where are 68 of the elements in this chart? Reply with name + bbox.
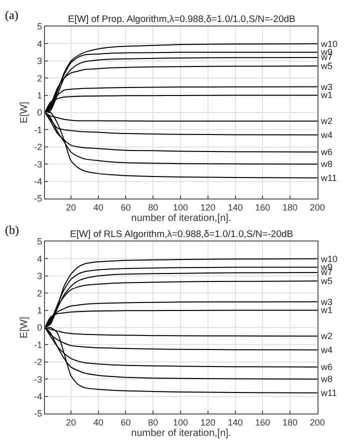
series-label: w3 (320, 82, 333, 92)
chart-title: E[W] of Prop. Algorithm,λ=0.988,δ=1.0/1.0,S/N=-20dB (68, 14, 296, 25)
series-label: w11 (320, 173, 337, 183)
series-label: w5 (320, 61, 333, 71)
series-label: w6 (320, 147, 333, 157)
series-label: w11 (320, 388, 337, 398)
y-tick-label: -3 (34, 159, 42, 170)
x-tick-label: 60 (120, 417, 131, 428)
x-tick-label: 120 (200, 202, 216, 212)
x-axis-title: number of iteration,[n]. (131, 428, 232, 439)
y-axis-title: E[W] (19, 101, 30, 124)
text: (a) (5, 8, 18, 22)
y-tick-label: -2 (34, 357, 42, 368)
series-label: w1 (320, 305, 333, 315)
y-tick-label: -1 (34, 124, 42, 135)
x-tick-label: 200 (310, 202, 325, 212)
series-label: w2 (320, 331, 333, 341)
series-label: w4 (320, 130, 333, 140)
x-tick-label: 100 (172, 202, 188, 212)
y-tick-label: -1 (34, 340, 42, 350)
y-tick-label: -4 (34, 391, 42, 402)
x-tick-label: 160 (255, 202, 270, 212)
series-label: w5 (320, 276, 333, 286)
x-tick-label: 40 (93, 417, 104, 428)
y-axis-title: E[W] (19, 316, 30, 338)
series-label: w10 (320, 39, 338, 49)
y-tick-label: -3 (34, 374, 42, 384)
x-tick-label: 180 (282, 417, 298, 428)
x-tick-label: 140 (228, 417, 243, 428)
y-tick-label: 2 (37, 288, 42, 298)
y-tick-label: -5 (34, 408, 42, 419)
y-tick-label: -4 (34, 176, 42, 186)
series-label: w6 (320, 362, 333, 372)
y-tick-label: 3 (37, 56, 42, 66)
x-tick-label: 20 (66, 417, 76, 428)
x-tick-label: 80 (148, 417, 158, 428)
series-label: w2 (320, 116, 333, 126)
y-tick-label: -2 (34, 142, 42, 152)
y-tick-label: 5 (37, 22, 42, 32)
y-tick-label: 0 (37, 322, 42, 333)
text: (b) (5, 223, 19, 237)
y-tick-label: -5 (34, 194, 42, 204)
x-tick-label: 180 (282, 202, 298, 212)
series-label: w3 (320, 297, 333, 307)
x-tick-label: 140 (228, 202, 243, 212)
x-axis-title: number of iteration,[n]. (131, 212, 232, 224)
x-tick-label: 20 (66, 202, 76, 212)
x-tick-label: 160 (255, 417, 270, 428)
series-label: w8 (320, 159, 333, 169)
y-tick-label: 4 (37, 38, 42, 49)
y-tick-label: 2 (37, 73, 42, 84)
series-label: w1 (320, 90, 333, 100)
y-tick-label: 1 (37, 305, 42, 316)
y-tick-label: 4 (37, 254, 42, 264)
x-tick-label: 80 (148, 202, 158, 212)
y-tick-label: 0 (37, 108, 42, 118)
x-tick-label: 100 (172, 417, 188, 428)
series-label: w8 (320, 374, 333, 384)
x-tick-label: 200 (310, 417, 325, 428)
x-tick-label: 120 (200, 417, 216, 428)
series-label: w4 (320, 345, 333, 355)
x-tick-label: 60 (120, 202, 131, 212)
y-tick-label: 3 (37, 271, 42, 282)
y-tick-label: 1 (37, 90, 42, 100)
x-tick-label: 40 (93, 202, 104, 212)
y-tick-label: 5 (37, 236, 42, 247)
chart-title: E[W] of RLS Algorithm,λ=0.988,δ=1.0/1.0,S/N=-20dB (70, 229, 294, 240)
series-label: w10 (320, 254, 338, 264)
